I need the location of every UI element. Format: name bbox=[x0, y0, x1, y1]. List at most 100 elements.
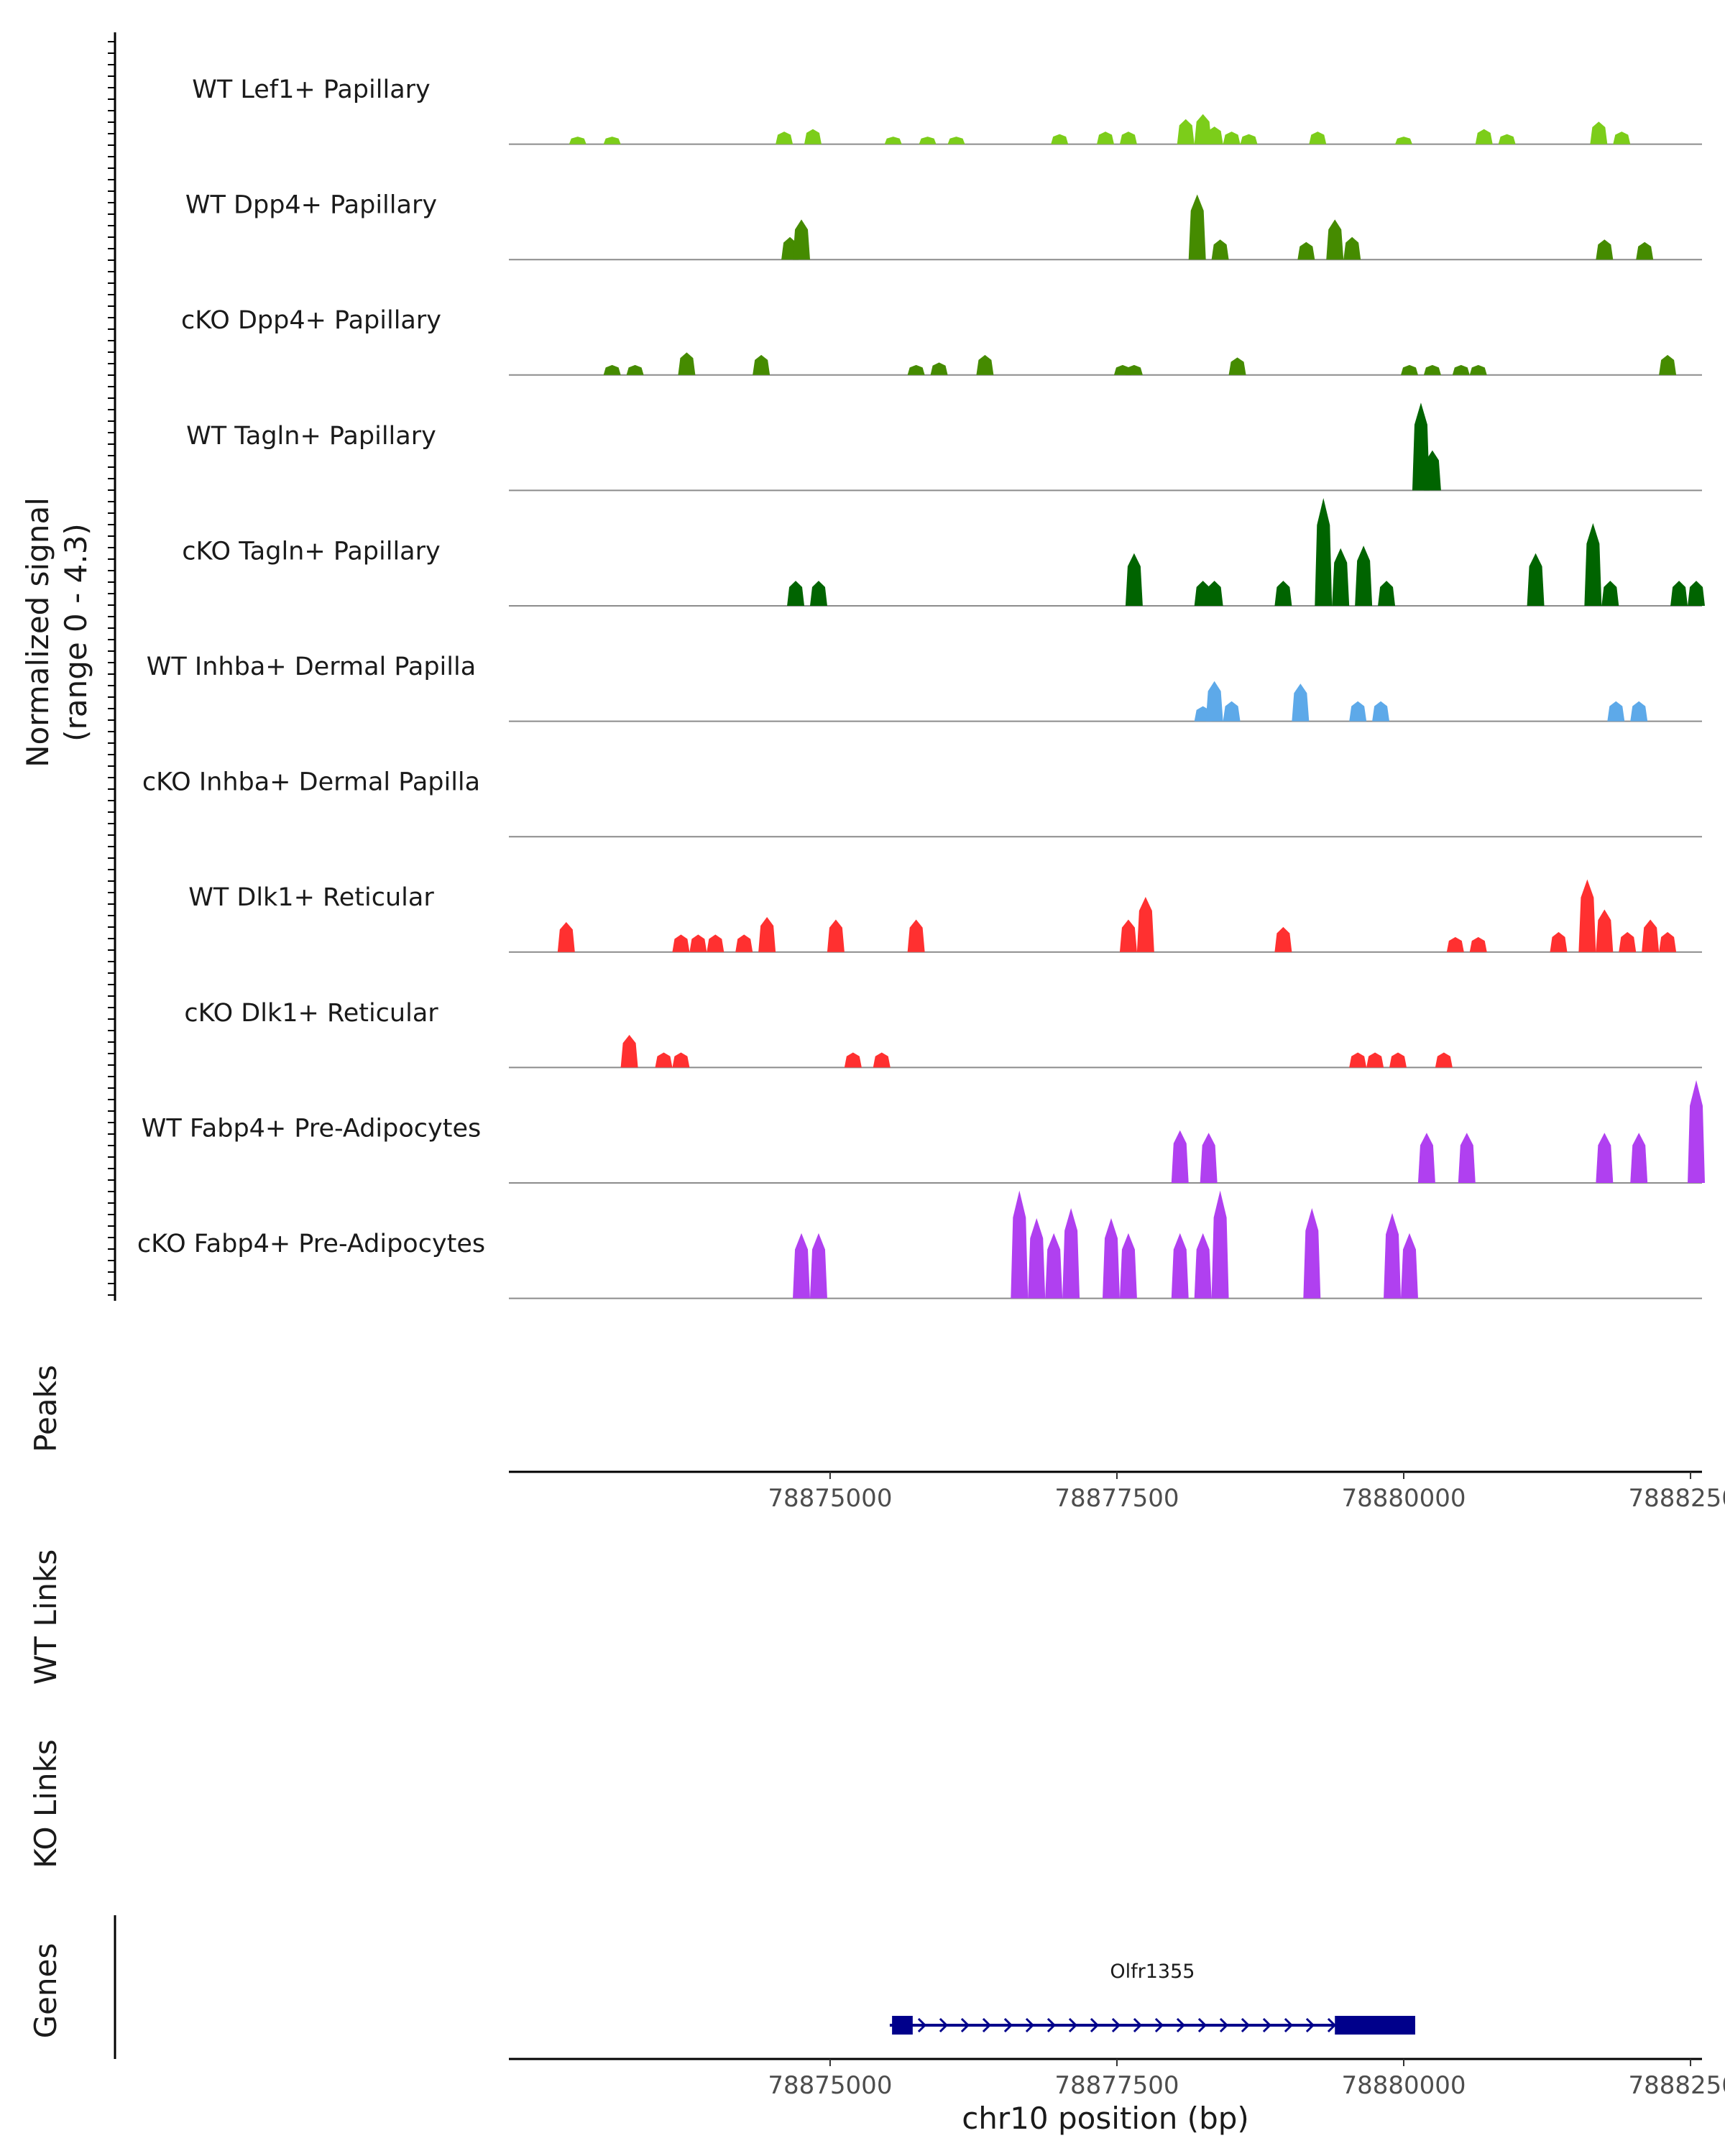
signal-peak bbox=[1292, 683, 1310, 722]
signal-peak bbox=[1211, 1190, 1229, 1299]
strand-arrow bbox=[1154, 2017, 1164, 2033]
signal-peak bbox=[1171, 1233, 1189, 1299]
signal-peak bbox=[1642, 919, 1660, 952]
signal-peak bbox=[603, 137, 621, 144]
signal-peak bbox=[1670, 581, 1688, 606]
ko-links-label: KO Links bbox=[28, 1739, 63, 1869]
signal-peak bbox=[1211, 239, 1229, 260]
signal-peak bbox=[626, 364, 644, 375]
peaks-label: Peaks bbox=[28, 1365, 63, 1452]
signal-peak bbox=[1171, 1130, 1189, 1183]
x-tick-label: 78877500 bbox=[1054, 1484, 1179, 1513]
signal-peak bbox=[1062, 1208, 1080, 1299]
strand-arrow bbox=[982, 2017, 992, 2033]
signal-peak bbox=[672, 1052, 690, 1068]
track-label: WT Inhba+ Dermal Papilla bbox=[147, 653, 476, 681]
signal-peak bbox=[947, 137, 965, 144]
strand-arrow bbox=[1262, 2017, 1272, 2033]
signal-peak bbox=[976, 354, 994, 375]
gene-exon bbox=[892, 2016, 913, 2035]
genes-label: Genes bbox=[28, 1943, 63, 2039]
signal-peak bbox=[1630, 701, 1648, 722]
strand-arrow bbox=[1284, 2017, 1294, 2033]
strand-arrow bbox=[1068, 2017, 1078, 2033]
x-tick-label: 78875000 bbox=[768, 1484, 892, 1513]
gene-track: Olfr1355 bbox=[889, 1961, 1415, 2035]
strand-arrow bbox=[1090, 2017, 1100, 2033]
signal-peak bbox=[1355, 545, 1373, 606]
strand-arrow bbox=[917, 2017, 927, 2033]
track-label: cKO Dlk1+ Reticular bbox=[184, 999, 438, 1028]
signal-peak bbox=[1200, 1133, 1218, 1183]
x-tick-label: 78875000 bbox=[768, 2071, 892, 2100]
strand-arrow bbox=[1305, 2017, 1315, 2033]
x-axis-title: chr10 position (bp) bbox=[962, 2101, 1249, 2136]
signal-peak bbox=[620, 1035, 638, 1068]
strand-arrow bbox=[1003, 2017, 1013, 2033]
track-10: cKO Fabp4+ Pre-Adipocytes bbox=[137, 1190, 1702, 1299]
signal-peak bbox=[1446, 936, 1464, 952]
track-1: WT Dpp4+ Papillary bbox=[185, 191, 1702, 261]
signal-peak bbox=[1125, 553, 1143, 606]
signal-peak bbox=[1372, 701, 1390, 722]
y-axis-title: Normalized signal bbox=[20, 497, 55, 768]
signal-peak bbox=[930, 362, 948, 375]
signal-peak bbox=[1315, 498, 1333, 606]
signal-peak bbox=[1389, 1052, 1407, 1068]
signal-peak bbox=[793, 219, 810, 260]
signal-peak bbox=[689, 934, 707, 952]
signal-peak bbox=[1498, 134, 1516, 144]
signal-peak bbox=[844, 1052, 862, 1068]
signal-peak bbox=[707, 934, 724, 952]
strand-arrow bbox=[1197, 2017, 1208, 2033]
signal-peak bbox=[1619, 931, 1637, 952]
track-label: cKO Fabp4+ Pre-Adipocytes bbox=[137, 1230, 485, 1258]
signal-peak bbox=[1240, 134, 1258, 144]
signal-peak bbox=[1412, 402, 1430, 491]
signal-peak bbox=[1578, 879, 1596, 952]
track-7: WT Dlk1+ Reticular bbox=[188, 879, 1702, 953]
x-tick-label: 78880000 bbox=[1341, 2071, 1466, 2100]
signal-peak bbox=[1401, 1233, 1418, 1299]
signal-peak bbox=[776, 132, 794, 144]
strand-arrow bbox=[1133, 2017, 1143, 2033]
signal-peak bbox=[1630, 1133, 1648, 1183]
track-label: WT Dpp4+ Papillary bbox=[185, 191, 437, 220]
signal-peak bbox=[1119, 919, 1137, 952]
signal-peak bbox=[1688, 581, 1705, 606]
signal-axis-ticks bbox=[108, 41, 115, 1296]
signal-peak bbox=[758, 916, 776, 952]
signal-peak bbox=[1188, 194, 1206, 260]
wt-links-label: WT Links bbox=[28, 1549, 63, 1685]
signal-peak bbox=[1688, 1079, 1705, 1183]
signal-peak bbox=[1119, 1233, 1137, 1299]
strand-arrow bbox=[1327, 2017, 1337, 2033]
track-label: cKO Dpp4+ Papillary bbox=[181, 306, 441, 335]
strand-arrow bbox=[1046, 2017, 1057, 2033]
x-tick-label: 78882500 bbox=[1629, 2071, 1725, 2100]
signal-peak bbox=[1584, 522, 1602, 606]
signal-peak bbox=[603, 364, 621, 375]
strand-arrow bbox=[1219, 2017, 1229, 2033]
track-4: cKO Tagln+ Papillary bbox=[182, 498, 1705, 607]
signal-peak bbox=[1051, 134, 1069, 144]
gene-exon bbox=[1335, 2016, 1415, 2035]
track-label: cKO Tagln+ Papillary bbox=[182, 537, 441, 566]
signal-peak bbox=[804, 129, 822, 144]
signal-peak bbox=[1601, 581, 1619, 606]
signal-peak bbox=[1395, 137, 1412, 144]
signal-peak bbox=[569, 137, 586, 144]
track-6: cKO Inhba+ Dermal Papilla bbox=[142, 768, 1702, 838]
track-9: WT Fabp4+ Pre-Adipocytes bbox=[142, 1079, 1705, 1184]
strand-arrow bbox=[1111, 2017, 1121, 2033]
signal-peak bbox=[1469, 364, 1487, 375]
signal-peak bbox=[1384, 1212, 1402, 1299]
signal-peak bbox=[1590, 121, 1608, 144]
track-label: WT Lef1+ Papillary bbox=[192, 75, 431, 104]
x-tick-label: 78877500 bbox=[1054, 2071, 1179, 2100]
signal-peak bbox=[884, 137, 902, 144]
track-3: WT Tagln+ Papillary bbox=[186, 402, 1702, 492]
y-axis-subtitle: (range 0 - 4.3) bbox=[58, 523, 93, 742]
signal-peak bbox=[1378, 581, 1396, 606]
